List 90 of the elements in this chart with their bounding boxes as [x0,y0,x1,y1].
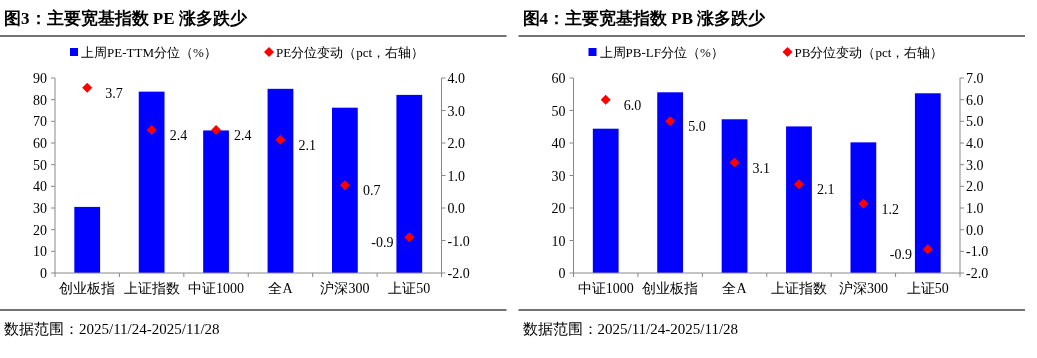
x-tick-label: 创业板指 [642,281,699,296]
x-tick-label: 上证指数 [770,281,827,296]
x-tick-label: 上证指数 [123,281,180,296]
y-tick-label: 0 [558,266,566,281]
y-tick-label: 0 [40,266,47,281]
x-tick-label: 中证1000 [188,281,245,296]
data-label: 0.7 [362,183,381,199]
point [729,157,740,168]
x-tick-label: 上证50 [906,281,949,296]
y2-tick-label: -2.0 [447,266,470,281]
y-tick-label: 30 [551,168,566,184]
x-tick-label: 全A [268,281,294,296]
bar [203,130,229,273]
x-tick-label: 沪深300 [838,281,888,296]
point [665,116,676,127]
y-tick-label: 10 [33,244,47,260]
y-tick-label: 40 [551,136,566,151]
data-label: 2.1 [298,137,316,153]
point [82,82,93,93]
y-tick-label: 60 [551,71,566,86]
y-tick-label: 80 [33,92,47,108]
y2-tick-label: 7.0 [966,71,984,86]
y2-tick-label: 6.0 [966,92,984,108]
chart-title: 图3：主要宽基指数 PE 涨多跌少 [4,9,248,28]
x-tick-label: 沪深300 [320,281,370,296]
text: 数据范围：2025/11/24-2025/11/28 [4,321,220,337]
y2-tick-label: 0.0 [447,201,465,216]
bar [267,88,294,273]
legend-label: PB分位变动（pct，右轴） [794,45,944,60]
point [793,179,804,190]
y-tick-label: 40 [33,179,47,195]
point [922,244,933,255]
y2-tick-label: 2.0 [447,136,465,151]
y2-tick-label: 2.0 [966,179,984,195]
y-tick-label: 50 [551,103,566,119]
y-tick-label: 50 [33,157,47,173]
y2-tick-label: 4.0 [966,136,984,151]
bar [74,206,101,273]
point [600,94,611,105]
data-label: 5.0 [688,119,706,135]
data-label: 2.1 [816,182,835,198]
y-tick-label: 10 [551,233,566,249]
legend-label: 上周PB-LF分位（%） [599,45,724,60]
bar [396,94,423,273]
data-label: 3.7 [105,85,123,101]
bar [331,107,358,273]
x-tick-label: 上证50 [388,281,431,296]
y-tick-label: 90 [33,71,47,86]
y2-tick-label: 0.0 [966,222,984,238]
y2-tick-label: 4.0 [447,71,465,86]
y-tick-label: 20 [551,201,566,216]
chart-title: 图4：主要宽基指数 PB 涨多跌少 [522,9,767,28]
x-tick-label: 创业板指 [59,281,116,296]
data-label: 3.1 [752,160,771,176]
y2-tick-label: 1.0 [447,168,465,184]
point [339,180,350,191]
bar [721,119,748,273]
y-tick-label: 60 [33,136,47,151]
y2-tick-label: 1.0 [966,201,984,216]
y2-tick-label: -2.0 [966,266,989,281]
bar [786,126,812,273]
data-label: -0.9 [371,235,394,251]
legend-label: PE分位变动（pct，右轴） [276,45,425,60]
data-label: 6.0 [623,97,642,113]
y2-tick-label: -1.0 [966,244,989,260]
x-tick-label: 中证1000 [577,281,634,296]
bar [914,93,941,273]
data-label: 2.4 [234,128,252,143]
y2-tick-label: 3.0 [447,103,465,119]
data-label: 1.2 [881,201,899,217]
bar [138,91,165,273]
legend-label: 上周PE-TTM分位（%） [81,45,217,60]
x-tick-label: 全A [722,281,748,296]
text: 数据范围：2025/11/24-2025/11/28 [522,321,739,337]
y2-tick-label: 5.0 [966,114,984,130]
y-tick-label: 20 [33,222,47,238]
y2-tick-label: 3.0 [966,157,984,173]
data-label: -0.9 [889,247,912,263]
point [146,125,157,135]
point [404,232,415,243]
data-label: 2.4 [169,128,188,143]
point [858,198,869,209]
y2-tick-label: -1.0 [447,233,470,249]
point [275,134,286,145]
y-tick-label: 70 [33,114,47,130]
point [211,125,222,135]
bar [850,142,877,273]
bar [657,92,684,273]
y-tick-label: 30 [33,201,47,216]
bar [592,128,619,273]
